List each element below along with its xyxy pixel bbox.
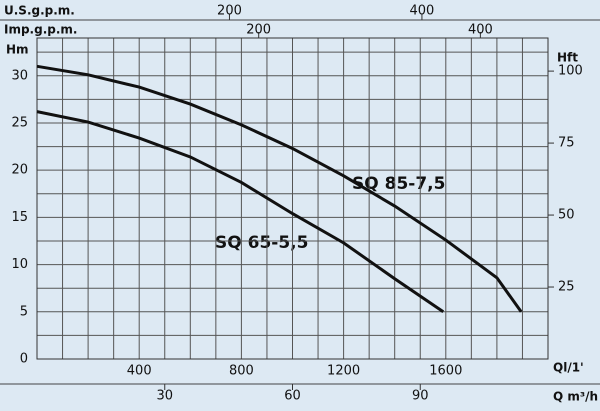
x_imp-tick-label: 200 bbox=[246, 23, 271, 38]
y-tick-label: 0 bbox=[20, 352, 28, 367]
us-axis-label: U.S.g.p.m. bbox=[4, 4, 75, 18]
x_q-tick-label: 30 bbox=[156, 389, 173, 404]
q-axis-label: Q m³/h bbox=[553, 390, 598, 404]
y-tick-label: 25 bbox=[11, 115, 28, 130]
series-label: SQ 65-5,5 bbox=[215, 233, 308, 253]
y2-tick-label: 25 bbox=[558, 280, 575, 295]
plot-frame bbox=[36, 37, 549, 360]
y-tick-label: 5 bbox=[20, 304, 28, 319]
x-tick-label: 400 bbox=[127, 364, 152, 379]
x_us-tick-label: 400 bbox=[410, 4, 435, 19]
imp-axis-label: Imp.g.p.m. bbox=[4, 23, 77, 37]
hft-axis-label: Hft bbox=[557, 51, 578, 65]
x-tick-label: 800 bbox=[229, 364, 254, 379]
x_us-tick-label: 200 bbox=[217, 4, 242, 19]
ql-axis-label: Ql/1' bbox=[553, 361, 584, 375]
hm-axis-label: Hm bbox=[6, 43, 29, 57]
y-tick-label: 30 bbox=[11, 68, 28, 83]
y-tick-label: 15 bbox=[11, 210, 28, 225]
curve bbox=[36, 110, 445, 314]
x_imp-tick-label: 400 bbox=[468, 23, 493, 38]
series-label: SQ 85-7,5 bbox=[352, 174, 445, 194]
curve bbox=[36, 64, 523, 313]
x-tick-label: 1200 bbox=[327, 364, 360, 379]
y2-tick-label: 75 bbox=[558, 136, 575, 151]
y2-tick-label: 50 bbox=[558, 208, 575, 223]
y-tick-label: 20 bbox=[11, 163, 28, 178]
x-tick-label: 1600 bbox=[429, 364, 462, 379]
x_q-tick-label: 60 bbox=[284, 389, 301, 404]
y2-tick-label: 100 bbox=[558, 64, 583, 79]
x_q-tick-label: 90 bbox=[412, 389, 429, 404]
y-tick-label: 10 bbox=[11, 257, 28, 272]
